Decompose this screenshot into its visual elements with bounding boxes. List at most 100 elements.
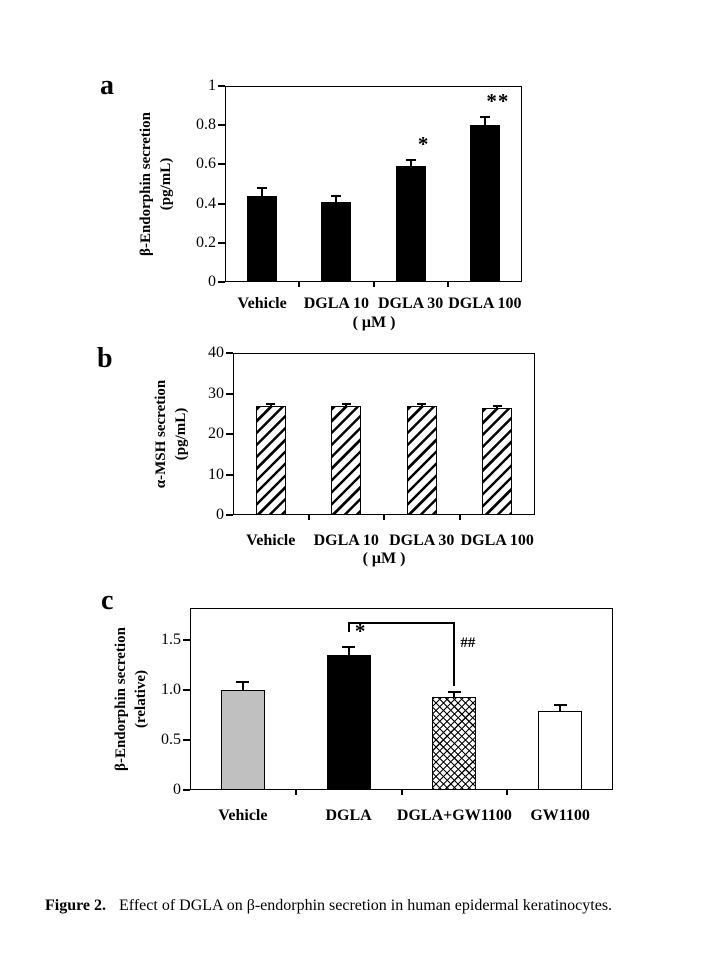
panel-c-y-axis-label-line1: β-Endorphin secretion xyxy=(113,627,129,771)
panel-b-bar-vehicle xyxy=(255,405,286,515)
panel-c-x-tick xyxy=(294,790,297,795)
panel-a-y-tick xyxy=(218,241,225,244)
panel-b-bar-dgla-10 xyxy=(331,405,362,515)
panel-c-y-tick-label: 1.0 xyxy=(161,681,181,698)
panel-c-bar-vehicle xyxy=(220,690,265,790)
panel-c-bracket-label: ## xyxy=(460,635,476,651)
panel-c-error-bar-line xyxy=(559,705,562,711)
panel-c-category-label: Vehicle xyxy=(218,807,268,824)
panel-c-bracket-left-drop xyxy=(347,622,350,632)
panel-a-error-bar-cap xyxy=(479,116,490,119)
panel-a-error-bar-line xyxy=(261,187,264,196)
panel-a-bar-dgla-10 xyxy=(321,201,352,282)
panel-a-y-tick-label: 0.2 xyxy=(196,233,216,251)
panel-c-category-label: DGLA xyxy=(325,807,372,824)
panel-c-letter: c xyxy=(101,585,114,616)
panel-a-y-axis-label-line1: β-Endorphin secretion xyxy=(138,112,154,256)
panel-b-y-tick-label: 0 xyxy=(216,506,224,523)
panel-c-error-bar-cap xyxy=(236,681,250,683)
panel-a-category-label: DGLA 10 xyxy=(303,295,370,312)
panel-b-x-axis-unit-label: ( μM ) xyxy=(362,550,406,567)
panel-a-y-tick xyxy=(218,281,225,283)
panel-b-y-tick-label: 20 xyxy=(208,425,224,442)
panel-b-x-tick xyxy=(383,515,385,520)
panel-b-y-tick-label: 30 xyxy=(208,384,224,402)
panel-c-x-tick xyxy=(400,790,403,795)
panel-c-bar-gw1100 xyxy=(538,711,583,790)
panel-b-error-bar-line xyxy=(269,403,272,406)
panel-b-category-label: Vehicle xyxy=(246,532,296,549)
panel-b-error-bar-line xyxy=(345,403,348,406)
panel-b-y-tick xyxy=(226,433,233,435)
panel-a-y-tick-label: 1 xyxy=(208,77,216,94)
panel-a-x-tick xyxy=(372,282,375,287)
panel-c-error-bar-cap xyxy=(447,691,461,693)
panel-c-category-label: DGLA+GW1100 xyxy=(396,807,512,824)
panel-b-error-bar-cap xyxy=(492,405,502,408)
panel-a-error-bar-cap xyxy=(257,186,268,189)
panel-a-y-tick-label: 0.6 xyxy=(196,155,216,173)
panel-c-bar-dgla-gw1100 xyxy=(432,697,477,790)
panel-c-error-bar-line xyxy=(347,647,350,655)
panel-a-category-label: DGLA 100 xyxy=(448,295,522,312)
panel-a-y-tick xyxy=(218,163,225,166)
panel-a-y-tick-label: 0.4 xyxy=(196,194,216,212)
panel-a-bar-vehicle xyxy=(247,195,278,282)
panel-a-category-label: DGLA 30 xyxy=(377,295,444,312)
panel-c-error-bar-cap xyxy=(342,646,356,648)
panel-b-y-tick-label: 40 xyxy=(208,344,224,361)
panel-c-bracket-right-drop xyxy=(453,622,456,686)
panel-a-category-label: Vehicle xyxy=(237,295,287,312)
panel-b-y-axis-label-line1: α-MSH secretion xyxy=(153,379,169,489)
panel-c-y-tick xyxy=(183,789,190,791)
panel-a-letter: a xyxy=(100,70,114,101)
figure-caption-label: Figure 2. xyxy=(45,897,107,914)
panel-b-letter: b xyxy=(97,343,113,374)
panel-a-significance-mark: * xyxy=(417,132,430,157)
panel-a-y-tick-label: 0 xyxy=(208,273,216,290)
panel-b-error-bar-line xyxy=(420,404,423,407)
panel-a-error-bar-line xyxy=(409,160,412,167)
panel-a-x-tick xyxy=(446,282,449,287)
panel-a-x-axis-unit-label: ( μM ) xyxy=(352,314,396,331)
panel-c-bar-dgla xyxy=(326,655,371,790)
panel-b-error-bar-cap xyxy=(417,403,427,406)
panel-c-error-bar-line xyxy=(241,682,244,690)
panel-c-y-tick-label: 0 xyxy=(173,781,181,798)
panel-c-y-tick xyxy=(183,639,190,641)
panel-c-bracket-horizontal xyxy=(347,622,456,624)
panel-a-y-tick-label: 0.8 xyxy=(196,116,216,134)
panel-a-y-tick xyxy=(218,124,225,127)
panel-b-y-tick xyxy=(226,514,233,516)
panel-b-y-tick xyxy=(226,352,233,354)
panel-a-error-bar-cap xyxy=(405,159,416,162)
panel-a-significance-mark: ** xyxy=(486,89,510,114)
panel-c-error-bar-line xyxy=(453,692,456,697)
panel-b-error-bar-line xyxy=(496,406,499,409)
panel-c-significance-mark: * xyxy=(354,619,367,643)
panel-b-error-bar-cap xyxy=(266,402,276,405)
panel-b-y-tick xyxy=(226,473,233,476)
panel-a-y-tick xyxy=(218,85,225,87)
panel-b-x-tick xyxy=(307,515,310,520)
panel-a-bar-dgla-30 xyxy=(395,166,426,282)
panel-b-bar-dgla-30 xyxy=(406,406,437,515)
panel-a-bar-dgla-100 xyxy=(469,125,500,282)
panel-a-y-tick xyxy=(218,202,225,205)
panel-b-category-label: DGLA 30 xyxy=(389,532,455,549)
panel-a-error-bar-line xyxy=(335,195,338,202)
panel-a-error-bar-line xyxy=(483,117,486,126)
panel-c-category-label: GW1100 xyxy=(530,807,590,824)
panel-c-y-tick xyxy=(183,689,190,691)
panel-c-y-tick xyxy=(183,739,190,741)
figure-caption-text: Effect of DGLA on β-endorphin secretion … xyxy=(119,897,613,914)
panel-c-y-tick-label: 1.5 xyxy=(161,631,181,648)
panel-b-y-tick-label: 10 xyxy=(208,465,224,483)
figure-caption: Figure 2. Effect of DGLA on β-endorphin s… xyxy=(45,896,710,916)
panel-b-y-tick xyxy=(226,392,233,395)
panel-b-error-bar-cap xyxy=(341,402,351,405)
panel-b-bar-dgla-100 xyxy=(482,408,513,515)
panel-b-category-label: DGLA 100 xyxy=(460,532,534,549)
panel-a-x-tick xyxy=(298,282,301,287)
